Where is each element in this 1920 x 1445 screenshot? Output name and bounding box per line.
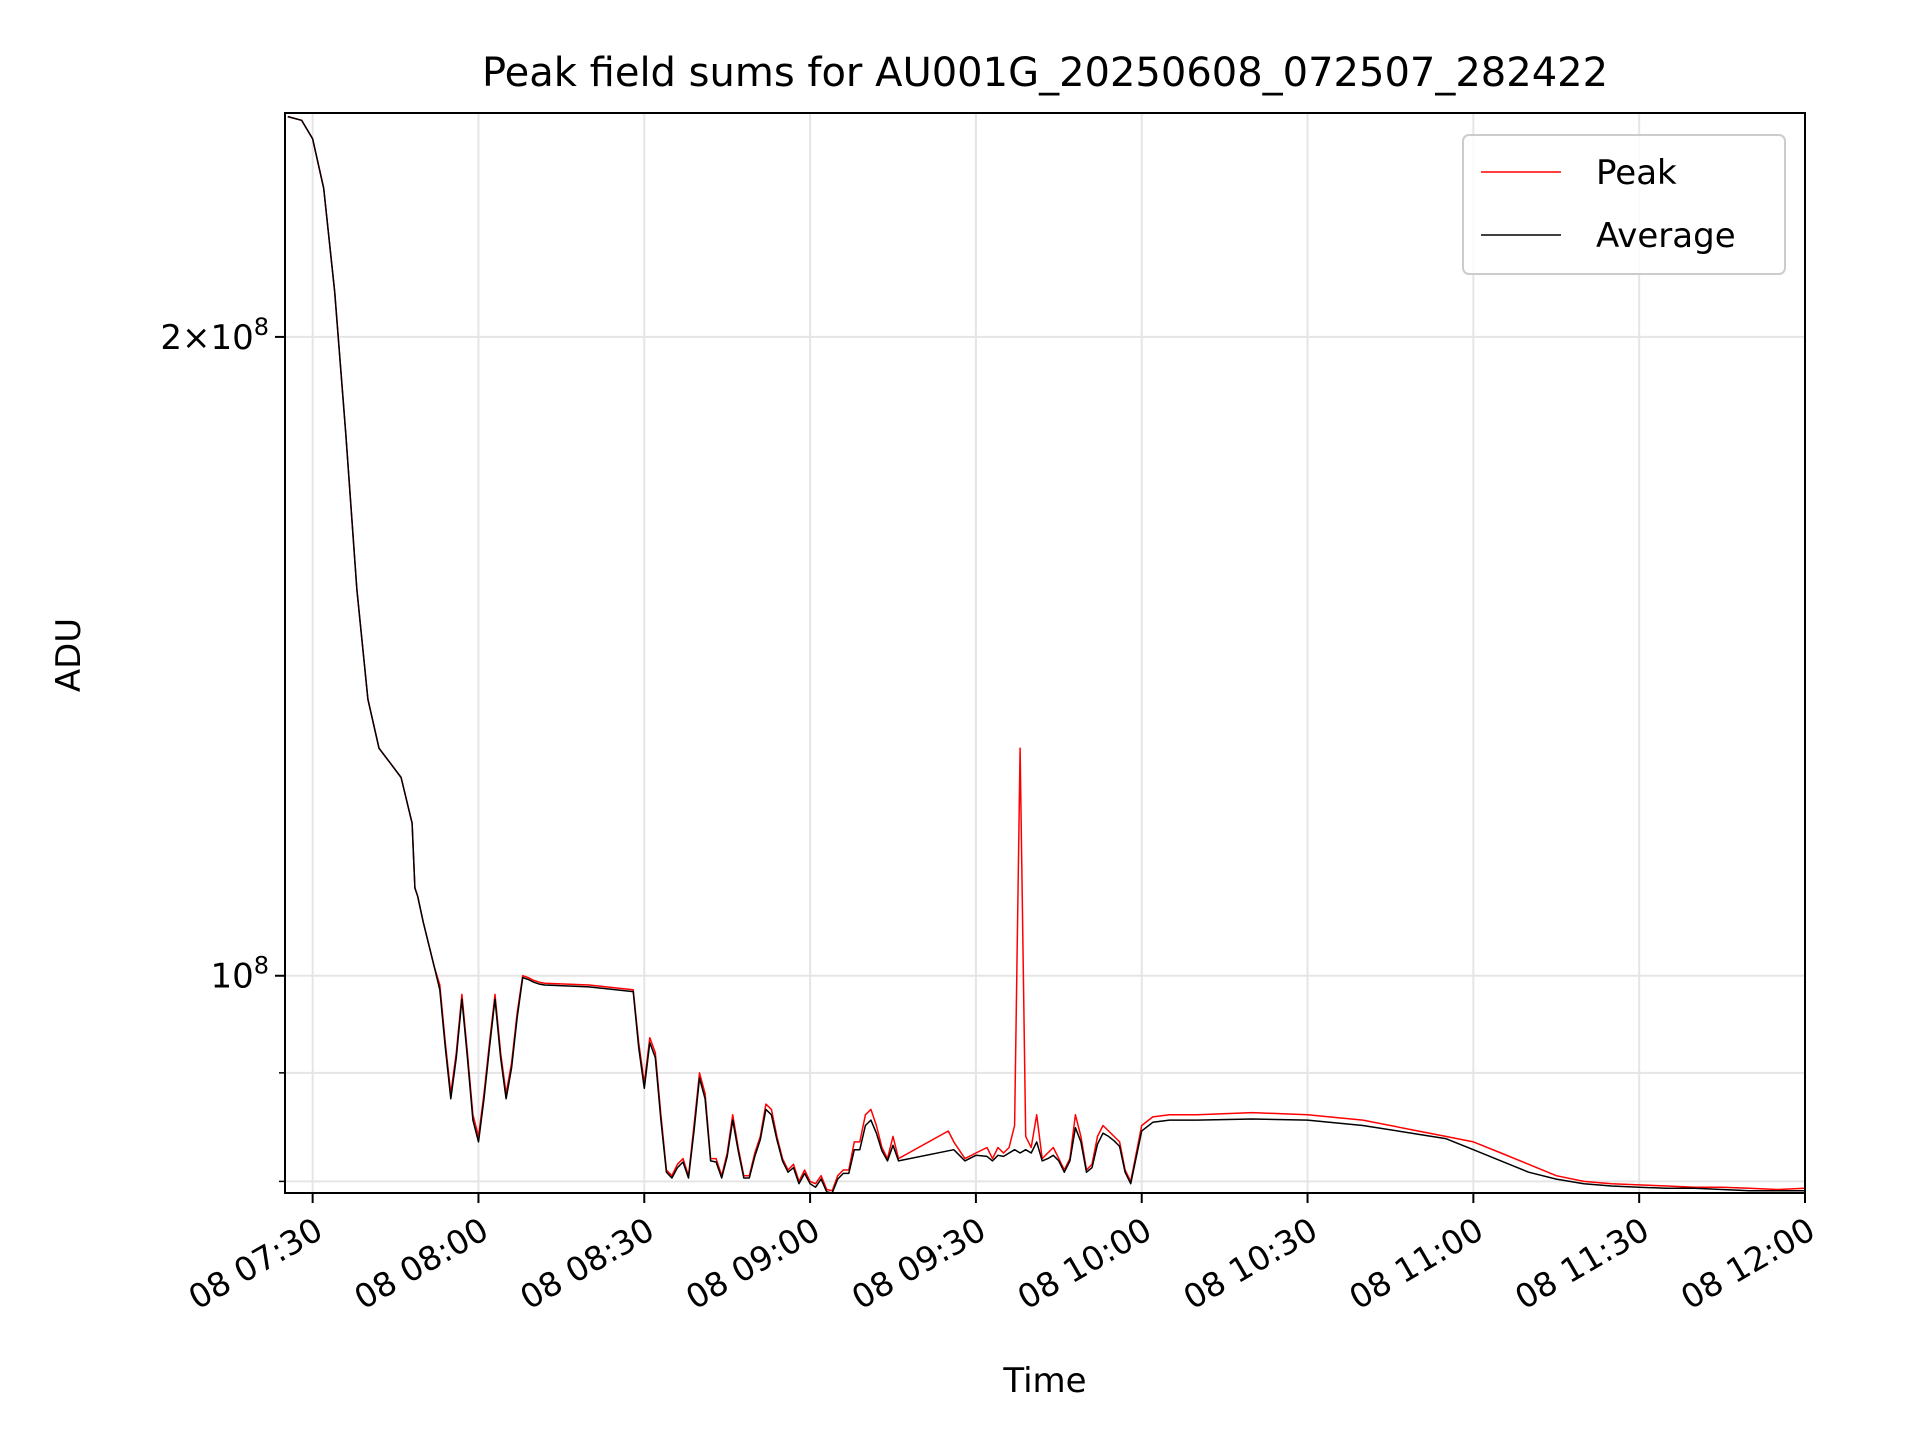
series-layer xyxy=(287,115,1806,1194)
legend-label-average: Average xyxy=(1596,216,1736,256)
plot-frame xyxy=(284,112,1806,1194)
y-tick-label: 108 xyxy=(210,952,269,997)
series-line-average xyxy=(287,115,1805,1194)
y-tick-label: 2×108 xyxy=(160,313,269,358)
legend-box xyxy=(1462,134,1786,275)
y-axis-label: ADU xyxy=(49,618,89,692)
legend-label-peak: Peak xyxy=(1596,153,1677,193)
legend: Peak Average xyxy=(1462,134,1786,275)
chart-title: Peak field sums for AU001G_20250608_0725… xyxy=(482,50,1608,96)
x-axis-label: Time xyxy=(1002,1361,1086,1401)
